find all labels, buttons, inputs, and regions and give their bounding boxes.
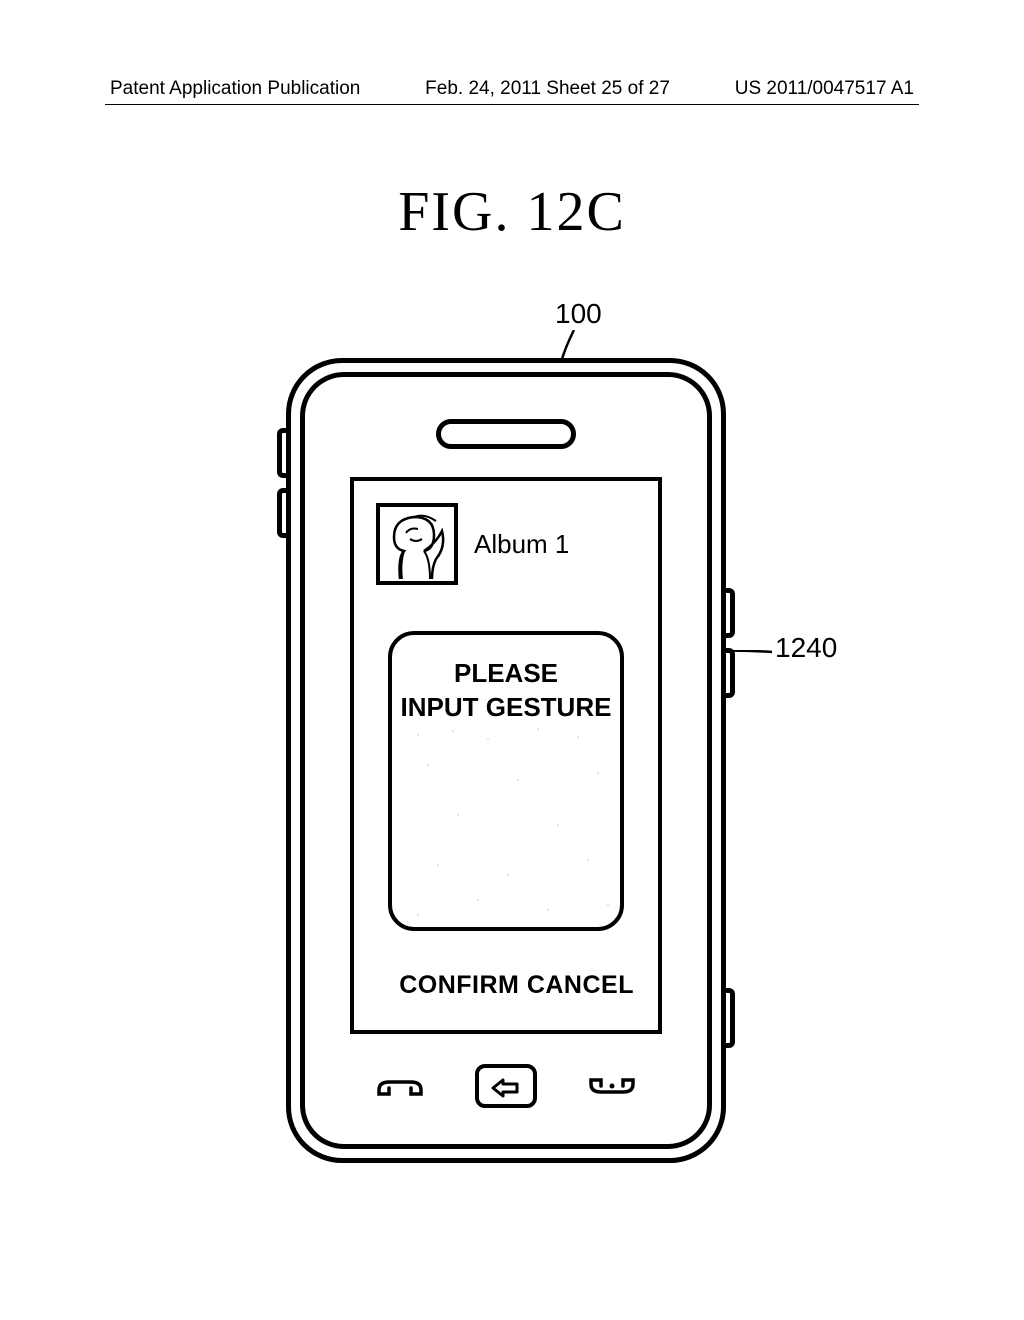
- phone-device: Album 1 PLEASE INPUT GESTURE: [286, 358, 726, 1163]
- header-rule: [105, 104, 919, 105]
- album-label[interactable]: Album 1: [474, 529, 569, 560]
- end-call-icon[interactable]: [585, 1072, 639, 1100]
- phone-screen: Album 1 PLEASE INPUT GESTURE: [350, 477, 662, 1034]
- header-center: Feb. 24, 2011 Sheet 25 of 27: [425, 78, 670, 100]
- home-button[interactable]: [475, 1064, 537, 1108]
- page-header: Patent Application Publication Feb. 24, …: [0, 78, 1024, 100]
- call-icon[interactable]: [373, 1072, 427, 1100]
- side-button-left-icon: [277, 428, 286, 478]
- reference-number-100: 100: [555, 298, 602, 330]
- gesture-input-panel[interactable]: PLEASE INPUT GESTURE: [388, 631, 624, 931]
- person-portrait-icon: [380, 507, 454, 581]
- header-left: Patent Application Publication: [110, 78, 360, 100]
- cancel-button[interactable]: CANCEL: [527, 971, 634, 999]
- side-button-right-icon: [726, 588, 735, 638]
- figure-title: FIG. 12C: [0, 180, 1024, 244]
- album-thumbnail[interactable]: [376, 503, 458, 585]
- phone-inner-shell: Album 1 PLEASE INPUT GESTURE: [300, 372, 712, 1149]
- confirm-cancel-row: CONFIRM CANCEL: [399, 971, 634, 1000]
- back-arrow-icon: [489, 1074, 523, 1098]
- confirm-button[interactable]: CONFIRM: [399, 971, 519, 999]
- speaker-grille-icon: [436, 419, 576, 449]
- hardware-button-row: [305, 1064, 707, 1108]
- gesture-prompt-line2: INPUT GESTURE: [392, 691, 620, 725]
- header-right: US 2011/0047517 A1: [735, 78, 914, 100]
- side-button-right-icon: [726, 648, 735, 698]
- side-button-right-icon: [726, 988, 735, 1048]
- gesture-panel-texture: [398, 725, 614, 921]
- reference-number-1240: 1240: [775, 632, 837, 664]
- side-button-left-icon: [277, 488, 286, 538]
- gesture-prompt-line1: PLEASE: [392, 657, 620, 691]
